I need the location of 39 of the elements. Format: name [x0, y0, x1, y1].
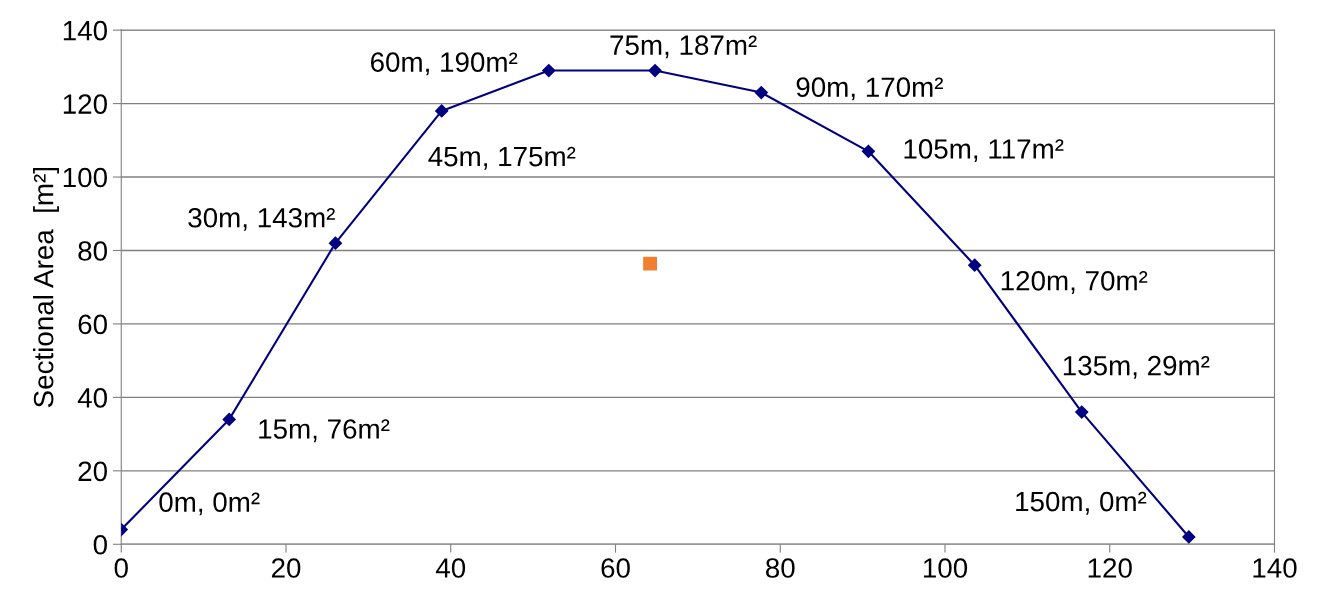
- y-tick-label: 0: [93, 534, 107, 555]
- point: [435, 104, 449, 118]
- point: [754, 85, 768, 100]
- annotation: 135m, 29m²: [1063, 355, 1210, 379]
- y-tick-label: 140: [63, 20, 107, 41]
- annotation: 30m, 143m²: [188, 207, 335, 231]
- x-tick-label: 140: [1253, 558, 1297, 578]
- point: [1182, 530, 1196, 544]
- annotation: 105m, 117m²: [904, 139, 1064, 163]
- y-tick-label: 40: [77, 388, 107, 408]
- point: [1075, 405, 1089, 419]
- x-tick-label: 80: [766, 558, 795, 578]
- annotation: 150m, 0m²: [1016, 491, 1147, 515]
- annotation: 60m, 190m²: [371, 52, 518, 76]
- y-tick-label: 60: [78, 314, 107, 335]
- point: [648, 63, 662, 78]
- point: [328, 236, 343, 250]
- point: [968, 258, 982, 272]
- y-tick-label: 100: [63, 167, 107, 188]
- annotation: 120m, 70m²: [1001, 270, 1148, 294]
- x-tick-label: 0: [114, 558, 128, 578]
- annotation: 15m, 76m²: [259, 419, 390, 443]
- y-tick-label: 120: [63, 94, 107, 114]
- annotation: 0m, 0m²: [159, 492, 260, 516]
- x-tick-label: 20: [271, 558, 301, 578]
- x-tick-label: 120: [1088, 558, 1132, 578]
- point: [861, 144, 875, 158]
- y-tick-label: 80: [78, 241, 107, 261]
- point: [222, 412, 236, 427]
- annotation: 75m, 187m²: [610, 35, 757, 59]
- x-tick-label: 60: [601, 558, 630, 578]
- x-tick-label: 100: [923, 558, 968, 578]
- annotation: 90m, 170m²: [796, 77, 943, 101]
- annotation: 45m, 175m²: [428, 146, 576, 170]
- point: [542, 63, 556, 78]
- y-axis-title: Sectional Area [m²]: [33, 167, 59, 408]
- y-tick-label: 20: [78, 461, 107, 482]
- point: [643, 256, 658, 271]
- x-tick-label: 40: [435, 558, 466, 578]
